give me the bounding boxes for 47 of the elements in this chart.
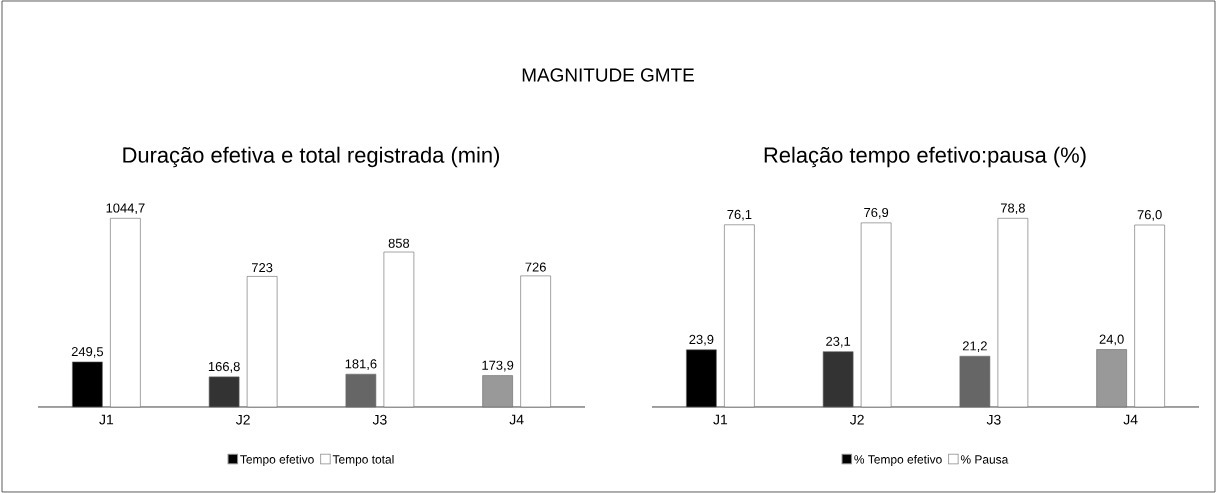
- data-label: 858: [388, 238, 410, 248]
- bar: [997, 218, 1029, 408]
- data-label: 78,8: [1000, 203, 1025, 215]
- data-label: 1044,7: [106, 203, 145, 215]
- bar: [383, 251, 415, 408]
- data-label: 181,6: [345, 359, 377, 370]
- bar: [860, 222, 892, 408]
- data-label: 173,9: [482, 360, 514, 372]
- data-label: 249,5: [71, 347, 104, 358]
- bar: [246, 276, 278, 408]
- x-tick-label: J1: [713, 414, 728, 425]
- chart-title: Relação tempo efetivo:pausa (%): [764, 146, 1086, 168]
- data-label: 24,0: [1099, 334, 1124, 346]
- bar: [482, 375, 513, 408]
- data-label: 76,9: [864, 207, 889, 219]
- legend-label: Tempo efetivo: [240, 454, 314, 467]
- x-tick-label: J4: [1123, 414, 1138, 425]
- bar: [959, 355, 991, 408]
- bar: [686, 349, 717, 408]
- legend-label: Tempo total: [332, 454, 394, 467]
- data-label: 76,0: [1137, 210, 1162, 221]
- data-label: 76,1: [727, 209, 752, 221]
- legend-label: % Tempo efetivo: [854, 454, 942, 467]
- x-tick-label: J4: [509, 414, 524, 425]
- bar: [345, 373, 377, 408]
- data-label: 166,8: [208, 361, 240, 373]
- chart-title: Duração efetiva e total registrada (min): [123, 146, 500, 168]
- bar: [520, 275, 551, 408]
- bar: [208, 376, 240, 408]
- bar: [72, 361, 103, 408]
- x-tick-label: J2: [849, 414, 864, 425]
- legend-label: % Pausa: [960, 455, 1009, 464]
- x-tick-label: J2: [235, 414, 250, 425]
- bar: [822, 351, 854, 408]
- data-label: 23,9: [689, 334, 714, 346]
- x-tick-label: J3: [986, 414, 1001, 425]
- data-label: 726: [525, 262, 546, 272]
- text: MAGNITUDE GMTE: [522, 68, 694, 82]
- x-tick-label: J3: [372, 414, 387, 425]
- data-label: 723: [252, 263, 273, 273]
- data-label: 21,2: [962, 341, 987, 353]
- x-tick-label: J1: [99, 414, 114, 425]
- data-label: 23,1: [826, 336, 851, 348]
- bar: [110, 218, 141, 408]
- bar: [724, 224, 755, 408]
- bar: [1134, 224, 1165, 408]
- bar: [1096, 349, 1127, 408]
